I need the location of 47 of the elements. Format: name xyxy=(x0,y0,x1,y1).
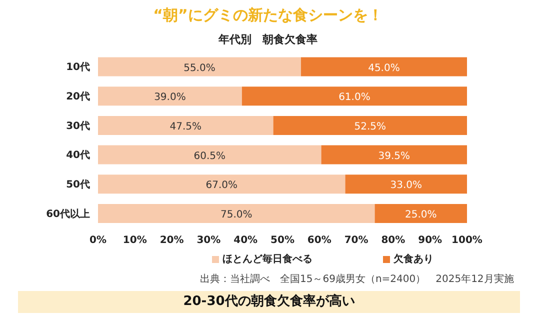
data-label: 39.0% xyxy=(154,92,186,104)
x-tick-label: 100% xyxy=(452,235,482,246)
x-tick-label: 90% xyxy=(418,235,442,246)
source-note: 出典：当社調べ 全国15～69歳男女（n=2400） 2025年12月実施 xyxy=(200,272,514,286)
bar xyxy=(345,174,467,194)
data-label: 61.0% xyxy=(338,92,370,104)
bar xyxy=(242,86,467,106)
x-tick-label: 80% xyxy=(381,235,406,246)
bar xyxy=(98,116,274,135)
x-tick-label: 10% xyxy=(122,235,147,246)
bar xyxy=(374,204,467,223)
bar xyxy=(98,86,242,106)
y-tick-label: 10代 xyxy=(66,61,90,74)
bar xyxy=(98,145,322,164)
bar xyxy=(300,57,467,76)
chart-title: “朝”にグミの新たな食シーンを！ xyxy=(152,6,384,25)
text: 20-30代の朝食欠食率が高い xyxy=(18,291,520,313)
x-tick-label: 70% xyxy=(344,235,368,246)
bar xyxy=(98,204,375,223)
y-tick-label: 20代 xyxy=(66,90,90,103)
x-tick-label: 60% xyxy=(307,235,332,246)
bar xyxy=(98,57,301,76)
data-label: 75.0% xyxy=(220,209,252,220)
x-tick-label: 0% xyxy=(90,235,106,246)
data-label: 47.5% xyxy=(170,121,202,132)
data-label: 55.0% xyxy=(184,62,216,74)
y-tick-label: 30代 xyxy=(66,120,90,132)
legend-label: ほとんど毎日食べる xyxy=(222,254,312,265)
data-label: 60.5% xyxy=(194,150,226,162)
legend-label: 欠食あり xyxy=(394,254,434,265)
data-label: 33.0% xyxy=(390,180,422,192)
x-tick-label: 50% xyxy=(270,235,294,246)
data-label: 39.5% xyxy=(378,150,410,162)
bar xyxy=(98,174,346,194)
x-tick-label: 20% xyxy=(160,235,184,246)
y-tick-label: 50代 xyxy=(66,178,90,191)
data-label: 45.0% xyxy=(368,62,400,74)
bar xyxy=(321,145,467,164)
chart-subtitle: 年代別 朝食欠食率 xyxy=(217,32,318,47)
y-tick-label: 40代 xyxy=(66,149,90,162)
bar xyxy=(273,116,467,135)
x-tick-label: 30% xyxy=(196,235,221,246)
data-label: 52.5% xyxy=(354,121,386,132)
x-tick-label: 40% xyxy=(234,235,258,246)
data-label: 25.0% xyxy=(404,209,437,220)
data-label: 67.0% xyxy=(206,180,238,192)
y-tick-label: 60代以上 xyxy=(46,208,90,220)
